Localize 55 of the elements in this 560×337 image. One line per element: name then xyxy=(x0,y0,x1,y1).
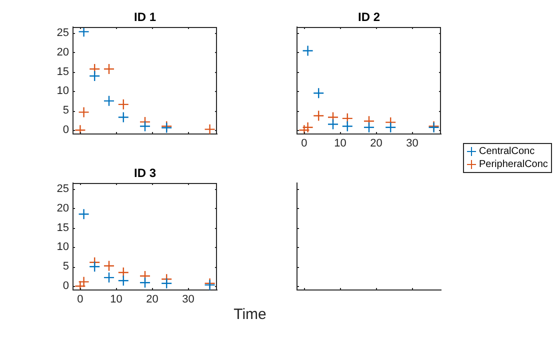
point xyxy=(118,112,129,123)
point xyxy=(118,275,129,286)
x-tick-label: 10 xyxy=(110,294,122,306)
x-tick-label: 20 xyxy=(146,294,158,306)
x-tick-label: 20 xyxy=(370,138,382,150)
x-tick-label: 30 xyxy=(406,138,418,150)
x-axis-title: Time xyxy=(232,306,268,323)
point xyxy=(313,88,324,99)
point xyxy=(118,98,129,110)
point xyxy=(103,63,115,75)
y-tick-label: 20 xyxy=(56,202,69,214)
point xyxy=(327,118,339,130)
y-tick-label: 0 xyxy=(62,280,69,292)
point xyxy=(78,27,90,38)
point xyxy=(298,124,310,134)
chart-title: ID 1 xyxy=(132,10,157,24)
point xyxy=(74,280,86,290)
point xyxy=(74,124,86,134)
point xyxy=(302,122,314,133)
point xyxy=(89,70,100,82)
y-tick-label: 5 xyxy=(62,260,69,273)
chart-title: ID 2 xyxy=(356,10,381,24)
point xyxy=(161,278,172,289)
point xyxy=(363,122,375,133)
legend-label: CentralConc xyxy=(479,145,535,158)
point xyxy=(139,120,151,132)
point xyxy=(103,260,115,272)
point xyxy=(342,120,353,132)
x-tick-label: 10 xyxy=(334,138,346,150)
x-tick-label: 30 xyxy=(182,294,194,306)
point xyxy=(139,277,151,288)
point xyxy=(313,110,324,122)
point xyxy=(302,45,314,56)
point xyxy=(78,208,90,220)
point xyxy=(78,106,90,118)
legend-label: PeripheralConc xyxy=(479,158,548,171)
chart-title: ID 3 xyxy=(132,166,157,180)
y-tick-label: 10 xyxy=(56,241,69,254)
y-tick-label: 15 xyxy=(56,66,69,78)
y-tick-label: 15 xyxy=(56,222,69,234)
point xyxy=(78,276,90,288)
point xyxy=(118,266,129,278)
y-tick-label: 5 xyxy=(62,104,69,117)
point xyxy=(385,122,396,133)
point xyxy=(103,95,115,107)
point xyxy=(89,261,100,272)
x-tick-label: 0 xyxy=(77,294,84,306)
y-tick-label: 20 xyxy=(56,46,69,58)
y-tick-label: 10 xyxy=(56,85,69,98)
y-tick-label: 0 xyxy=(62,124,69,136)
point xyxy=(204,124,216,134)
x-tick-label: 0 xyxy=(301,138,308,150)
y-tick-label: 25 xyxy=(56,26,69,39)
point xyxy=(103,272,115,284)
y-tick-label: 25 xyxy=(56,182,69,195)
